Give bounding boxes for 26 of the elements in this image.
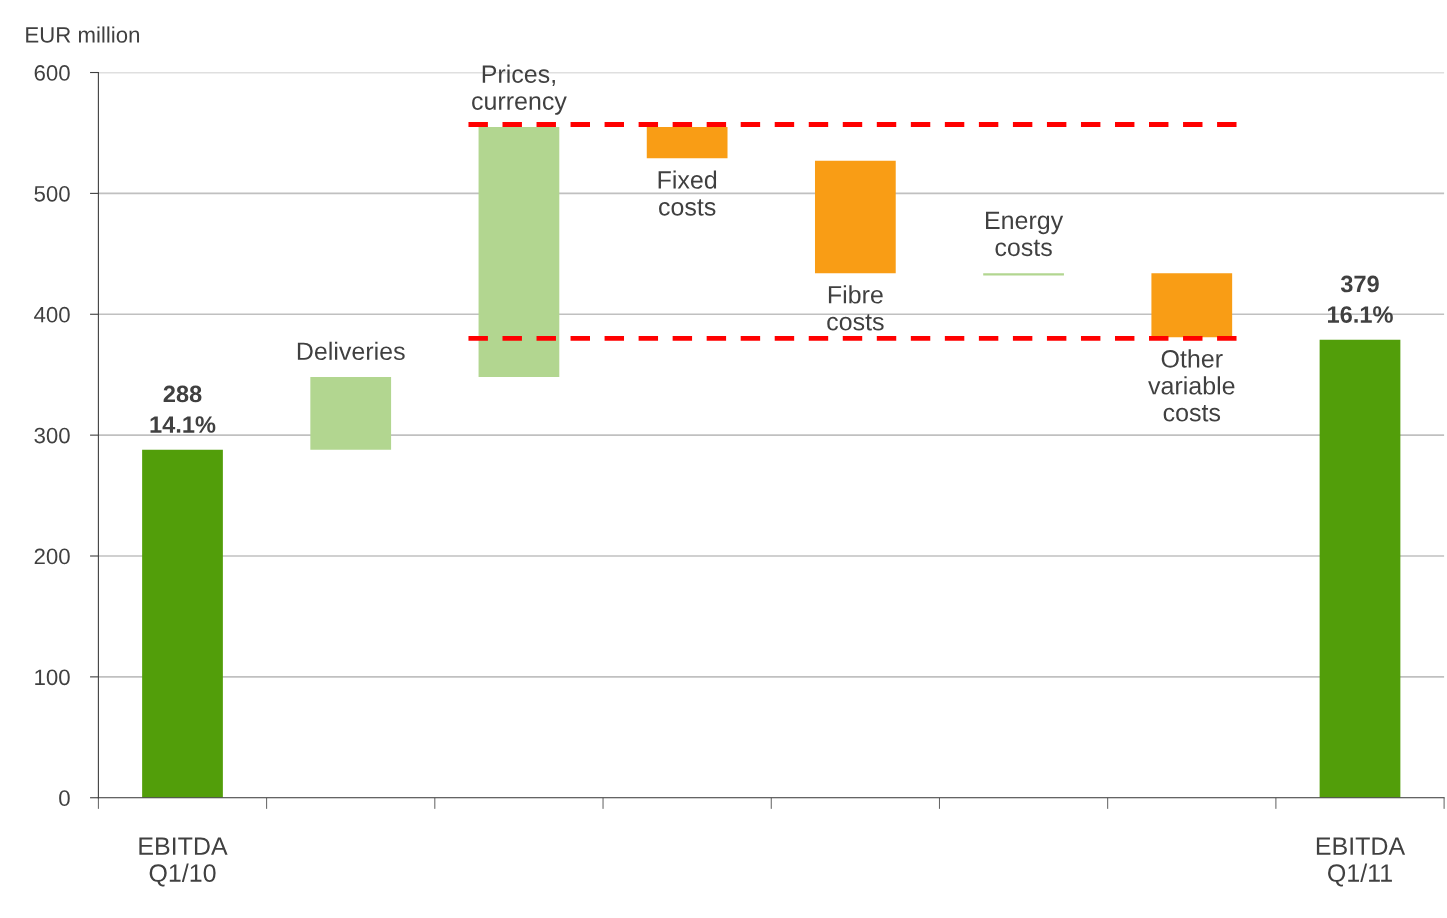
annotation: Deliveries [297, 341, 405, 361]
annotation: Fixed costs [658, 170, 717, 216]
y-tick-label: 600 [34, 65, 70, 81]
y-tick-label: 300 [34, 427, 70, 444]
annotation: Other variable costs [1148, 349, 1235, 422]
bar [1151, 273, 1233, 338]
y-tick-label: 100 [35, 669, 70, 686]
bar [814, 160, 896, 274]
bar [646, 126, 728, 159]
data-label: 379 16.1% [1328, 275, 1393, 323]
bar [983, 273, 1064, 276]
y-axis-title: EUR million [26, 26, 140, 43]
annotation: Prices, currency [472, 64, 567, 115]
x-tick-label: EBITDA Q1/10 [139, 837, 228, 887]
y-tick-label: 500 [34, 185, 70, 202]
y-tick-label: 0 [59, 790, 70, 807]
annotation: Energy costs [986, 211, 1064, 257]
bar [142, 449, 223, 798]
bar [1319, 339, 1401, 798]
data-label: 288 14.1% [150, 385, 216, 433]
x-tick-label: EBITDA Q1/11 [1316, 837, 1406, 887]
bar [310, 377, 392, 450]
annotation: Fibre costs [827, 285, 884, 331]
y-tick-label: 400 [34, 306, 70, 323]
bar [478, 126, 560, 378]
y-tick-label: 200 [34, 548, 70, 565]
